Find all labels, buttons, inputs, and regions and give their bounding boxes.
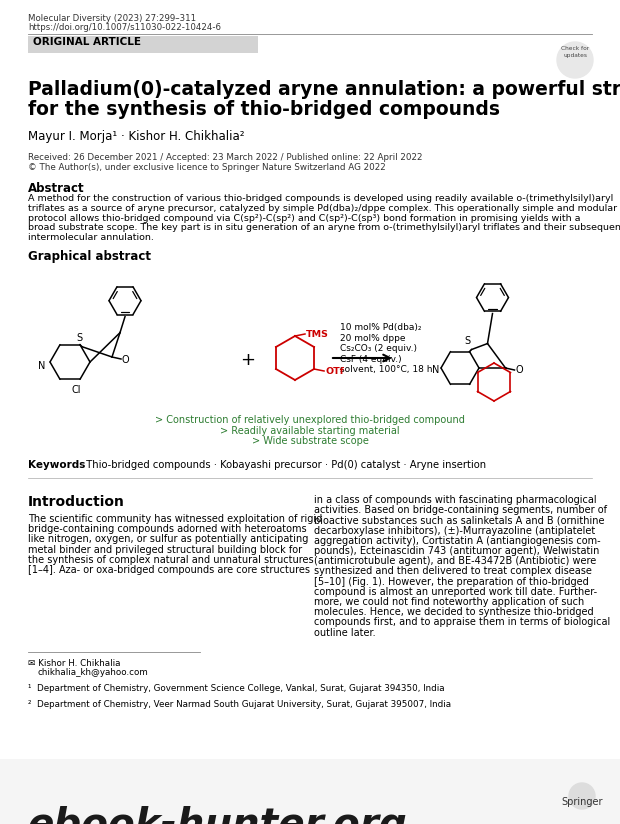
Text: Introduction: Introduction [28, 495, 125, 509]
Text: triflates as a source of aryne precursor, catalyzed by simple Pd(dba)₂/dppe comp: triflates as a source of aryne precursor… [28, 204, 617, 213]
Text: N: N [432, 365, 439, 375]
Text: Received: 26 December 2021 / Accepted: 23 March 2022 / Published online: 22 Apri: Received: 26 December 2021 / Accepted: 2… [28, 153, 422, 162]
Text: bioactive substances such as salinketals A and B (ornithine: bioactive substances such as salinketals… [314, 515, 604, 526]
Text: Cl: Cl [72, 385, 81, 395]
Text: more, we could not find noteworthy application of such: more, we could not find noteworthy appli… [314, 597, 584, 607]
Text: Cs₂CO₃ (2 equiv.): Cs₂CO₃ (2 equiv.) [340, 344, 417, 353]
Text: > Wide substrate scope: > Wide substrate scope [252, 436, 368, 446]
Text: chikhalia_kh@yahoo.com: chikhalia_kh@yahoo.com [38, 668, 149, 677]
Text: protocol allows thio-bridged compound via C(sp²)-C(sp²) and C(sp²)-C(sp³) bond f: protocol allows thio-bridged compound vi… [28, 213, 580, 222]
Text: compounds first, and to appraise them in terms of biological: compounds first, and to appraise them in… [314, 617, 610, 627]
Text: CsF (4 equiv.): CsF (4 equiv.) [340, 354, 402, 363]
Bar [0, 759, 620, 824]
Text: ²  Department of Chemistry, Veer Narmad South Gujarat University, Surat, Gujarat: ² Department of Chemistry, Veer Narmad S… [28, 700, 451, 709]
Text: aggregation activity), Cortistatin A (antiangiogenesis com-: aggregation activity), Cortistatin A (an… [314, 536, 601, 545]
Text: O: O [515, 365, 523, 375]
Text: intermolecular annulation.: intermolecular annulation. [28, 233, 154, 242]
Text: N: N [38, 361, 45, 371]
Text: ¹  Department of Chemistry, Government Science College, Vankal, Surat, Gujarat 3: ¹ Department of Chemistry, Government Sc… [28, 684, 445, 693]
Text: [5–10] (Fig. 1). However, the preparation of thio-bridged: [5–10] (Fig. 1). However, the preparatio… [314, 577, 589, 587]
Text: Thio-bridged compounds · Kobayashi precursor · Pd(0) catalyst · Aryne insertion: Thio-bridged compounds · Kobayashi precu… [80, 460, 486, 470]
Text: pounds), Ecteinascidin 743 (antitumor agent), Welwistatin: pounds), Ecteinascidin 743 (antitumor ag… [314, 546, 600, 556]
Text: © The Author(s), under exclusive licence to Springer Nature Switzerland AG 2022: © The Author(s), under exclusive licence… [28, 163, 386, 172]
Text: OTf: OTf [325, 367, 344, 376]
Bar [28, 36, 258, 53]
Text: Abstract: Abstract [28, 182, 84, 195]
Text: the synthesis of complex natural and unnatural structures: the synthesis of complex natural and unn… [28, 555, 314, 564]
Text: Keywords: Keywords [28, 460, 86, 470]
Text: Molecular Diversity (2023) 27:299–311: Molecular Diversity (2023) 27:299–311 [28, 14, 196, 23]
Text: O: O [122, 355, 130, 365]
Text: synthesized and then delivered to treat complex disease: synthesized and then delivered to treat … [314, 566, 592, 577]
Text: solvent, 100°C, 18 h: solvent, 100°C, 18 h [340, 365, 433, 374]
Text: Graphical abstract: Graphical abstract [28, 250, 151, 263]
Text: Check for
updates: Check for updates [561, 46, 589, 58]
Text: (antimicrotubule agent), and BE-43472B (Antibiotic) were: (antimicrotubule agent), and BE-43472B (… [314, 556, 596, 566]
Text: S: S [76, 333, 82, 343]
Text: [1–4]. Aza- or oxa-bridged compounds are core structures: [1–4]. Aza- or oxa-bridged compounds are… [28, 565, 310, 575]
Text: ✉ Kishor H. Chikhalia: ✉ Kishor H. Chikhalia [28, 659, 120, 668]
Text: ORIGINAL ARTICLE: ORIGINAL ARTICLE [33, 37, 141, 47]
Text: Mayur I. Morja¹ · Kishor H. Chikhalia²: Mayur I. Morja¹ · Kishor H. Chikhalia² [28, 130, 244, 143]
Text: broad substrate scope. The key part is in situ generation of an aryne from o-(tr: broad substrate scope. The key part is i… [28, 223, 620, 232]
Text: molecules. Hence, we decided to synthesize thio-bridged: molecules. Hence, we decided to synthesi… [314, 607, 593, 617]
Circle shape [557, 42, 593, 78]
Text: Palladium(0)-catalyzed aryne annulation: a powerful strategy: Palladium(0)-catalyzed aryne annulation:… [28, 80, 620, 99]
Text: ebook-hunter.org: ebook-hunter.org [28, 806, 408, 824]
Text: A method for the construction of various thio-bridged compounds is developed usi: A method for the construction of various… [28, 194, 613, 203]
Circle shape [569, 783, 595, 809]
Text: outline later.: outline later. [314, 628, 376, 638]
Text: > Construction of relatively unexplored thio-bridged compound: > Construction of relatively unexplored … [155, 415, 465, 425]
Text: activities. Based on bridge-containing segments, number of: activities. Based on bridge-containing s… [314, 505, 607, 515]
Text: S: S [464, 335, 471, 345]
Text: metal binder and privileged structural building block for: metal binder and privileged structural b… [28, 545, 302, 555]
Text: https://doi.org/10.1007/s11030-022-10424-6: https://doi.org/10.1007/s11030-022-10424… [28, 23, 221, 32]
Text: 10 mol% Pd(dba)₂: 10 mol% Pd(dba)₂ [340, 323, 422, 332]
Text: 20 mol% dppe: 20 mol% dppe [340, 334, 405, 343]
Text: The scientific community has witnessed exploitation of rigid: The scientific community has witnessed e… [28, 514, 322, 524]
Text: like nitrogen, oxygen, or sulfur as potentially anticipating: like nitrogen, oxygen, or sulfur as pote… [28, 535, 308, 545]
Text: for the synthesis of thio-bridged compounds: for the synthesis of thio-bridged compou… [28, 100, 500, 119]
Text: > Readily available starting material: > Readily available starting material [220, 425, 400, 436]
Text: TMS: TMS [306, 330, 329, 339]
Text: bridge-containing compounds adorned with heteroatoms: bridge-containing compounds adorned with… [28, 524, 307, 534]
Text: in a class of compounds with fascinating pharmacological: in a class of compounds with fascinating… [314, 495, 596, 505]
Text: compound is almost an unreported work till date. Further-: compound is almost an unreported work ti… [314, 587, 597, 597]
Text: decarboxylase inhibitors), (±)-Murrayazoline (antiplatelet: decarboxylase inhibitors), (±)-Murrayazo… [314, 526, 595, 536]
Text: Springer: Springer [561, 797, 603, 807]
Text: +: + [241, 351, 255, 369]
